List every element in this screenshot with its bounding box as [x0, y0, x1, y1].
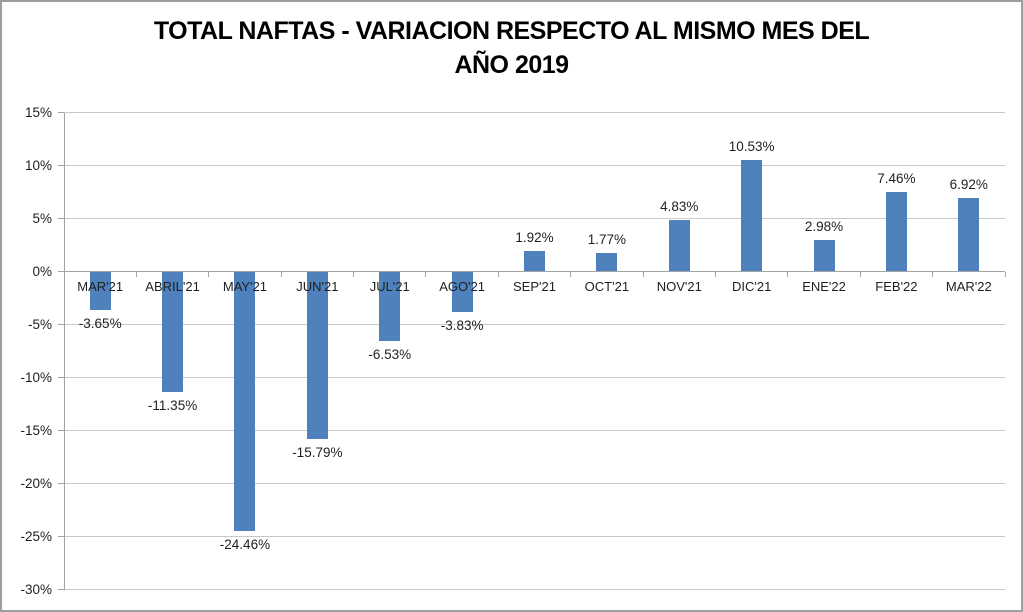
- bar-mar22: [958, 198, 980, 272]
- x-axis-tick: [497, 271, 499, 277]
- y-axis-tick: [58, 324, 64, 325]
- category-label: JUN'21: [296, 278, 339, 294]
- category-label: MAR'22: [945, 278, 992, 294]
- x-axis-tick: [570, 271, 572, 277]
- y-axis-tick: [58, 271, 64, 272]
- x-axis-tick: [642, 271, 644, 277]
- bar-feb22: [885, 192, 907, 272]
- y-axis-tick: [58, 218, 64, 219]
- x-axis-tick: [932, 271, 934, 277]
- data-label: 1.92%: [515, 230, 554, 246]
- y-axis-tick-label: 5%: [32, 210, 52, 226]
- y-axis-tick: [58, 165, 64, 166]
- x-axis-tick: [859, 271, 861, 277]
- category-label: NOV'21: [656, 278, 702, 294]
- gridline: [64, 324, 1005, 325]
- category-label: MAY'21: [222, 278, 268, 294]
- bar-nov21: [668, 220, 690, 272]
- data-label: -3.65%: [78, 316, 122, 332]
- x-axis-tick: [353, 271, 355, 277]
- x-axis-tick: [425, 271, 427, 277]
- data-label: -11.35%: [147, 397, 198, 413]
- y-axis-tick-label: -10%: [20, 369, 52, 385]
- x-axis-tick: [787, 271, 789, 277]
- data-label: -3.83%: [440, 318, 484, 334]
- x-axis-tick: [208, 271, 210, 277]
- y-axis-tick-label: -25%: [20, 528, 52, 544]
- data-label: -15.79%: [292, 444, 343, 460]
- data-label: 2.98%: [804, 218, 844, 234]
- x-axis-tick: [1004, 271, 1006, 277]
- y-axis-line: [63, 112, 65, 590]
- bar-may21: [234, 271, 256, 531]
- bar-abril21: [162, 271, 184, 392]
- category-label: JUL'21: [369, 278, 410, 294]
- data-label: 10.53%: [728, 138, 775, 154]
- y-axis-tick: [58, 377, 64, 378]
- gridline: [64, 112, 1005, 113]
- bar-jul21: [379, 271, 401, 341]
- data-label: 1.77%: [587, 231, 627, 247]
- y-axis-tick-label: -20%: [20, 475, 52, 491]
- data-label: 7.46%: [877, 171, 916, 187]
- bar-ago21: [451, 271, 473, 313]
- y-axis-tick: [58, 112, 64, 113]
- y-axis-tick: [58, 589, 64, 590]
- bar-oct21: [596, 252, 618, 272]
- chart-title: TOTAL NAFTAS - VARIACION RESPECTO AL MIS…: [2, 14, 1021, 82]
- gridline: [64, 218, 1005, 219]
- data-label: -6.53%: [368, 346, 412, 362]
- bar-mar21: [89, 271, 111, 311]
- bar-ene22: [813, 239, 835, 272]
- category-label: FEB'22: [875, 278, 918, 294]
- x-axis-tick: [714, 271, 716, 277]
- gridline: [64, 536, 1005, 537]
- y-axis-tick: [58, 483, 64, 484]
- data-label: -24.46%: [219, 536, 271, 552]
- x-axis-tick: [280, 271, 282, 277]
- bar-jun21: [306, 271, 328, 439]
- gridline: [64, 430, 1005, 431]
- y-axis-tick-label: 15%: [24, 104, 52, 120]
- chart-title-line-2: AÑO 2019: [454, 51, 569, 79]
- gridline: [64, 377, 1005, 378]
- category-label: AGO'21: [439, 278, 486, 294]
- category-label: OCT'21: [584, 278, 630, 294]
- category-label: SEP'21: [513, 278, 556, 294]
- category-label: ENE'22: [802, 278, 846, 294]
- category-label: DIC'21: [731, 278, 772, 294]
- bar-dic21: [741, 159, 763, 272]
- y-axis-tick-label: 0%: [32, 263, 52, 279]
- x-axis-tick: [135, 271, 137, 277]
- y-axis-tick: [58, 430, 64, 431]
- x-axis-line: [64, 271, 1005, 272]
- y-axis-tick-label: -30%: [20, 581, 52, 597]
- bar-sep21: [524, 251, 545, 272]
- gridline: [64, 165, 1005, 166]
- y-axis-tick-label: -15%: [20, 422, 52, 438]
- category-label: MAR'21: [77, 278, 124, 294]
- chart-title-line-1: TOTAL NAFTAS - VARIACION RESPECTO AL MIS…: [153, 17, 870, 45]
- y-axis-tick: [58, 536, 64, 537]
- category-label: ABRIL'21: [145, 278, 200, 294]
- gridline: [64, 483, 1005, 484]
- y-axis-tick-label: 10%: [24, 157, 52, 173]
- data-label: 6.92%: [949, 177, 988, 193]
- y-axis-tick-label: -5%: [27, 316, 52, 332]
- data-label: 4.83%: [660, 199, 699, 215]
- gridline: [64, 589, 1005, 590]
